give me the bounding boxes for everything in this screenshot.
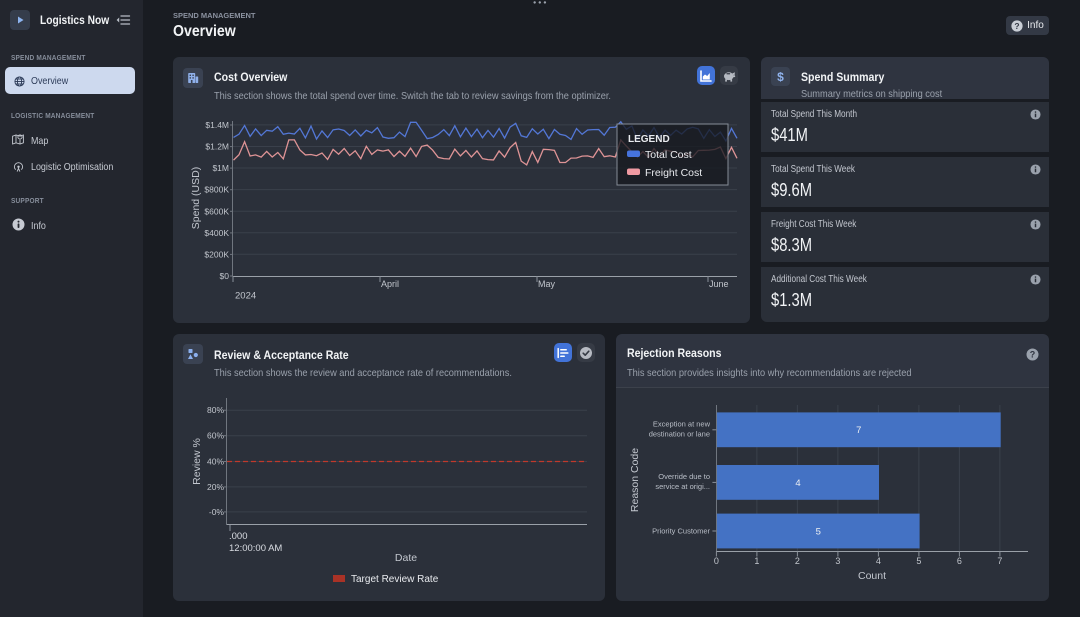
svg-text:Exception at new: Exception at new	[653, 420, 711, 429]
svg-text:40%: 40%	[207, 457, 224, 467]
svg-text:May: May	[538, 279, 556, 289]
svg-text:4: 4	[795, 478, 800, 489]
svg-text:Reason Code: Reason Code	[629, 448, 641, 512]
svg-text:.000: .000	[229, 531, 248, 542]
svg-text:?: ?	[1015, 20, 1020, 30]
svg-text:2024: 2024	[235, 291, 256, 302]
svg-text:June: June	[709, 279, 729, 289]
svg-text:Review %: Review %	[191, 438, 203, 485]
svg-text:$1.2M: $1.2M	[205, 142, 229, 152]
svg-text:Override due to: Override due to	[658, 472, 710, 481]
svg-text:2: 2	[795, 556, 800, 566]
svg-text:Freight Cost: Freight Cost	[645, 167, 702, 179]
svg-text:$1M: $1M	[212, 163, 229, 173]
svg-text:destination or lane: destination or lane	[649, 430, 710, 439]
svg-text:April: April	[381, 279, 399, 289]
svg-text:$400K: $400K	[204, 228, 229, 238]
svg-text:?: ?	[1030, 349, 1036, 359]
svg-text:service at origi...: service at origi...	[655, 482, 710, 491]
svg-text:5: 5	[916, 556, 921, 566]
svg-text:20%: 20%	[207, 482, 224, 492]
svg-text:Priority Customer: Priority Customer	[652, 527, 710, 536]
svg-text:$800K: $800K	[204, 185, 229, 195]
svg-text:7: 7	[856, 425, 861, 436]
svg-text:6: 6	[957, 556, 962, 566]
svg-text:7: 7	[997, 556, 1002, 566]
svg-text:1: 1	[754, 556, 759, 566]
svg-text:12:00:00 AM: 12:00:00 AM	[229, 543, 282, 554]
svg-text:LEGEND: LEGEND	[628, 134, 670, 145]
svg-text:Count: Count	[858, 570, 886, 582]
svg-text:80%: 80%	[207, 405, 224, 415]
svg-text:4: 4	[876, 556, 881, 566]
svg-text:$600K: $600K	[204, 206, 229, 216]
svg-text:0: 0	[714, 556, 719, 566]
svg-text:$1.4M: $1.4M	[205, 120, 229, 130]
svg-text:$0: $0	[220, 271, 230, 281]
svg-text:Spend (USD): Spend (USD)	[190, 167, 202, 229]
svg-text:Date: Date	[395, 552, 417, 564]
svg-text:Target Review Rate: Target Review Rate	[351, 574, 439, 585]
svg-text:$200K: $200K	[204, 249, 229, 259]
svg-text:60%: 60%	[207, 431, 224, 441]
svg-text:Total Cost: Total Cost	[645, 149, 692, 161]
svg-text:5: 5	[816, 526, 821, 537]
svg-text:-0%: -0%	[209, 507, 225, 517]
svg-text:3: 3	[835, 556, 840, 566]
